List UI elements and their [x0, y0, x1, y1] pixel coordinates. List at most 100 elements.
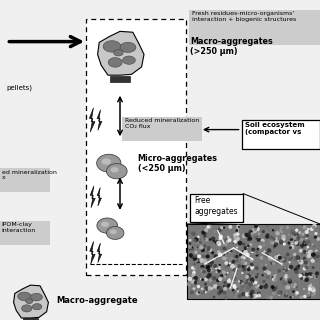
Point [273, 277, 278, 283]
Point [290, 283, 295, 288]
Point [246, 237, 251, 242]
Point [213, 263, 218, 268]
Point [231, 259, 236, 264]
Point [302, 225, 307, 230]
Point [208, 252, 213, 257]
Point [307, 287, 312, 292]
Point [298, 245, 303, 250]
Point [241, 292, 246, 297]
Point [304, 236, 309, 241]
Point [206, 247, 211, 252]
Polygon shape [32, 304, 42, 310]
Point [313, 252, 318, 258]
Point [222, 284, 227, 289]
Point [250, 277, 255, 282]
Point [241, 242, 246, 247]
Point [269, 240, 274, 245]
Point [242, 233, 247, 238]
Point [300, 238, 305, 244]
Point [190, 265, 195, 270]
Point [251, 270, 256, 275]
Point [272, 244, 277, 249]
Point [295, 242, 300, 247]
Point [300, 251, 305, 256]
Point [193, 244, 198, 250]
Point [250, 227, 255, 232]
Point [293, 292, 299, 297]
Point [300, 232, 306, 237]
Point [294, 256, 299, 261]
Point [246, 233, 251, 238]
Point [301, 239, 306, 244]
Point [261, 229, 266, 234]
Point [231, 283, 236, 288]
Point [262, 266, 267, 271]
Point [295, 232, 300, 237]
Point [245, 252, 250, 257]
Polygon shape [97, 154, 121, 172]
Point [221, 225, 227, 230]
Point [206, 249, 211, 254]
Point [253, 280, 258, 285]
Point [273, 285, 278, 290]
Point [227, 276, 232, 281]
Point [254, 266, 259, 271]
Point [305, 233, 310, 238]
Point [218, 286, 223, 291]
Polygon shape [120, 42, 136, 52]
Bar [187, 224, 320, 299]
Point [312, 223, 317, 228]
Point [200, 289, 205, 294]
Point [201, 269, 206, 274]
Point [227, 261, 232, 266]
Point [261, 242, 266, 247]
Point [276, 269, 282, 274]
Point [235, 250, 240, 255]
Point [299, 272, 304, 277]
Point [283, 276, 288, 281]
Point [218, 236, 223, 241]
Point [305, 239, 310, 244]
Point [275, 259, 280, 264]
Point [305, 261, 310, 267]
Point [210, 251, 215, 256]
Point [213, 266, 218, 271]
Point [271, 261, 276, 266]
Point [190, 245, 195, 250]
Polygon shape [89, 108, 95, 132]
Point [273, 272, 278, 277]
Point [246, 265, 252, 270]
Point [239, 280, 244, 285]
Point [298, 230, 303, 235]
Point [256, 236, 261, 241]
Point [216, 285, 221, 290]
Point [230, 270, 235, 275]
Polygon shape [30, 293, 43, 301]
Point [199, 245, 204, 250]
Point [249, 294, 254, 299]
Point [207, 262, 212, 267]
Point [259, 262, 264, 267]
Point [200, 247, 205, 252]
Point [219, 265, 224, 270]
Text: pellets): pellets) [6, 85, 32, 91]
Point [196, 284, 201, 289]
Point [222, 246, 227, 251]
Point [234, 232, 239, 237]
Bar [86, 19, 186, 275]
Point [306, 290, 311, 295]
Point [188, 244, 193, 250]
Point [209, 260, 214, 265]
Point [310, 242, 315, 247]
Point [207, 262, 212, 268]
Point [206, 245, 212, 251]
Point [270, 275, 275, 280]
Point [225, 239, 230, 244]
Point [310, 292, 316, 297]
Point [196, 254, 202, 259]
Polygon shape [26, 299, 33, 304]
Bar [190, 194, 243, 222]
Point [254, 253, 260, 258]
Point [242, 267, 247, 272]
Point [204, 237, 209, 242]
